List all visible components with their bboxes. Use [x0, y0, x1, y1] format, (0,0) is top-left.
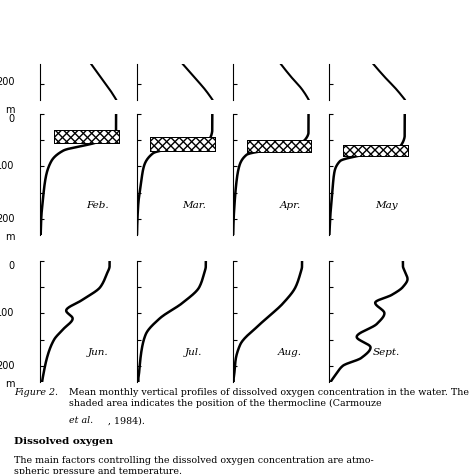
Text: m: m [5, 379, 14, 389]
Text: The main factors controlling the dissolved oxygen concentration are atmo-
spheri: The main factors controlling the dissolv… [14, 456, 374, 474]
Bar [246, 140, 311, 152]
Text: m: m [5, 232, 14, 242]
Text: May: May [375, 201, 398, 210]
Bar [343, 146, 408, 156]
Text: Aug.: Aug. [278, 348, 302, 357]
Text: Sept.: Sept. [373, 348, 400, 357]
Text: Feb.: Feb. [86, 201, 109, 210]
Text: 0: 0 [8, 114, 14, 124]
Bar [150, 137, 215, 151]
Text: Jun.: Jun. [87, 348, 108, 357]
Text: , 1984).: , 1984). [108, 416, 145, 425]
Text: 0: 0 [8, 261, 14, 271]
Text: Figure 2.: Figure 2. [14, 388, 58, 397]
Text: 200: 200 [0, 214, 14, 224]
Text: Dissolved oxygen: Dissolved oxygen [14, 437, 113, 446]
Text: Jul.: Jul. [185, 348, 202, 357]
Text: 100: 100 [0, 161, 14, 171]
Text: Mean monthly vertical profiles of dissolved oxygen concentration in the water. T: Mean monthly vertical profiles of dissol… [69, 388, 469, 408]
Bar [343, 146, 408, 156]
Text: m: m [5, 105, 14, 115]
Bar [150, 137, 215, 151]
Bar [246, 140, 311, 152]
Bar [54, 129, 119, 143]
Text: Mar.: Mar. [182, 201, 206, 210]
Text: Apr.: Apr. [279, 201, 301, 210]
Text: 100: 100 [0, 308, 14, 318]
Text: 200: 200 [0, 77, 14, 87]
Text: et al.: et al. [69, 416, 93, 425]
Text: 200: 200 [0, 361, 14, 371]
Bar [54, 129, 119, 143]
